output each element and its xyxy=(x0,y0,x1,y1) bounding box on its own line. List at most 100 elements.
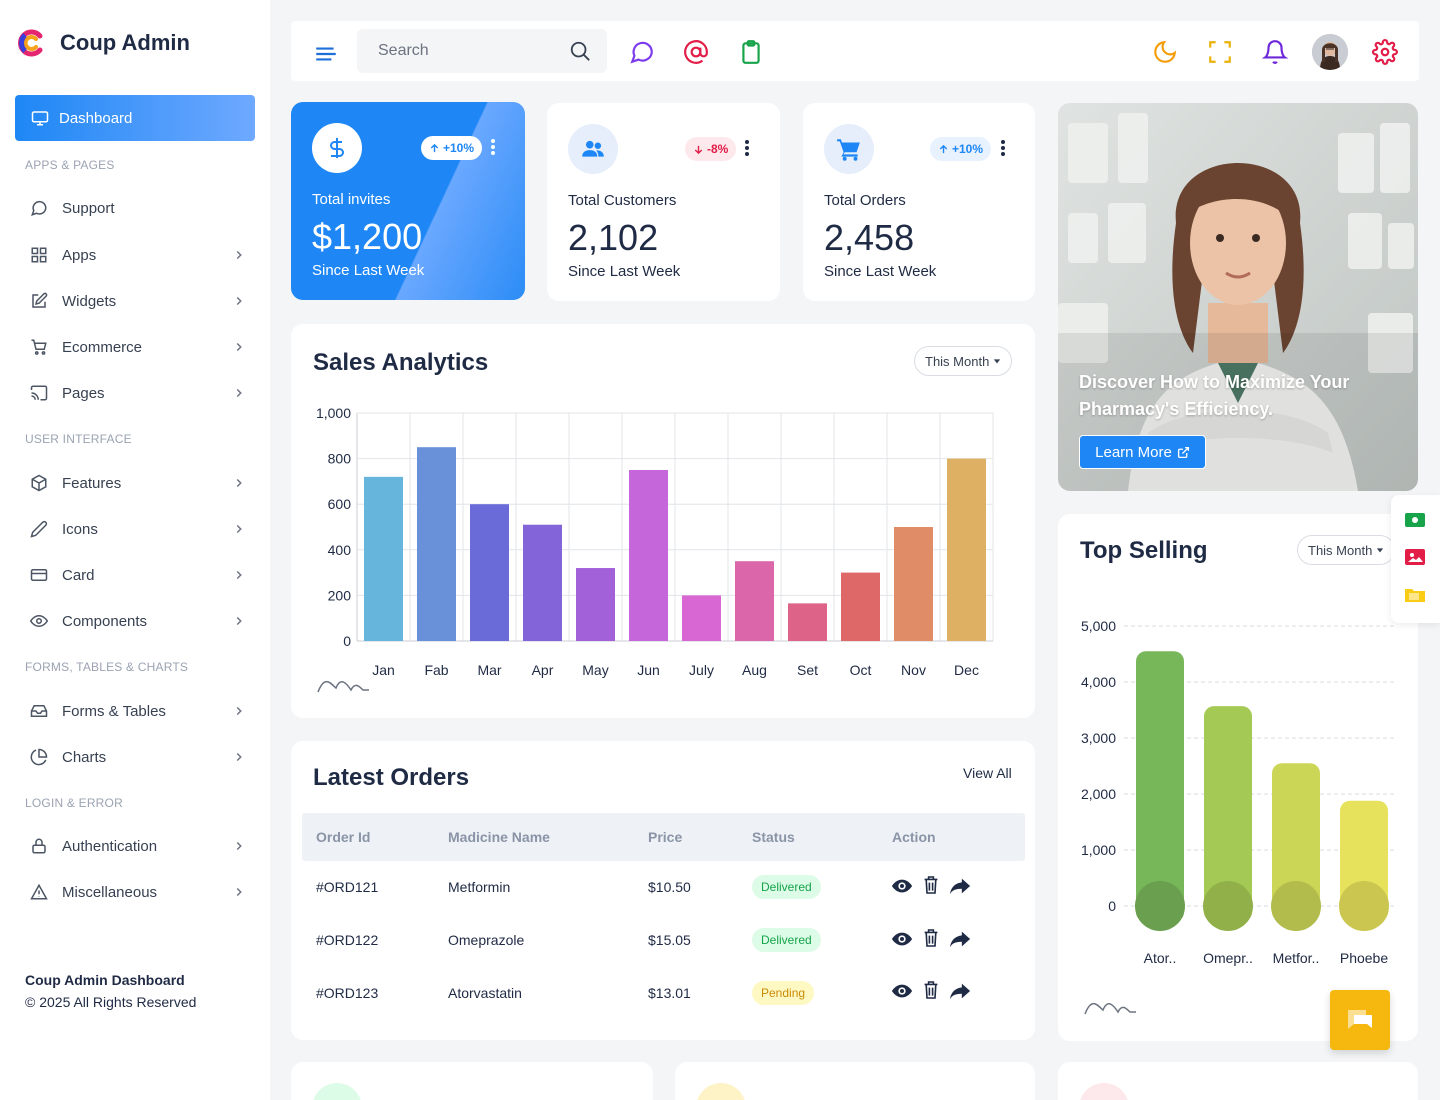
at-sign-icon[interactable] xyxy=(683,39,709,65)
chart-watermark-icon xyxy=(317,681,369,693)
bar-base-circle xyxy=(1203,881,1253,931)
bar-base-circle xyxy=(1135,881,1185,931)
sales-filter-dropdown[interactable]: This Month xyxy=(914,346,1013,376)
brand[interactable]: Coup Admin xyxy=(16,28,190,58)
sidebar-item-label: Authentication xyxy=(62,837,158,855)
sidebar-item-apps[interactable]: Apps xyxy=(30,240,250,270)
card-icon-circle xyxy=(312,1083,362,1100)
price: $13.01 xyxy=(648,985,691,1001)
share-icon[interactable] xyxy=(949,980,971,1002)
search-icon[interactable] xyxy=(569,40,591,62)
chevron-right-icon xyxy=(236,570,242,580)
bar-aug xyxy=(735,561,774,641)
eye-icon[interactable] xyxy=(891,875,913,897)
cast-icon xyxy=(30,385,48,401)
top-selling-bar-chart: 0 1,000 2,000 3,000 4,000 5,000 Ator.. Omepr.. M… xyxy=(1081,618,1396,1015)
chevron-right-icon xyxy=(236,250,242,260)
change-badge: -8% xyxy=(685,137,737,161)
moon-icon[interactable] xyxy=(1152,39,1178,65)
chevron-right-icon xyxy=(236,841,242,851)
status-badge: Delivered xyxy=(752,875,821,899)
bar-base-circle xyxy=(1271,881,1321,931)
card-title: Sales Analytics xyxy=(313,349,489,376)
status-badge: Delivered xyxy=(752,928,821,952)
folder-icon[interactable] xyxy=(1405,586,1425,602)
sidebar-item-label: Widgets xyxy=(62,292,117,310)
fullscreen-icon[interactable] xyxy=(1207,39,1233,65)
sidebar-item-label: Charts xyxy=(62,748,107,766)
sidebar-item-icons[interactable]: Icons xyxy=(30,514,250,544)
y-tick-label: 200 xyxy=(328,587,352,603)
chart-watermark-icon xyxy=(1084,1003,1136,1015)
trash-icon[interactable] xyxy=(923,980,939,1000)
y-tick-label: 1,000 xyxy=(316,405,351,421)
column-header: Action xyxy=(892,829,936,845)
learn-more-button[interactable]: Learn More xyxy=(1079,435,1206,469)
search-input[interactable]: Search xyxy=(357,29,607,73)
table-header: Order Id Madicine Name Price Status Acti… xyxy=(302,813,1025,861)
sidebar-item-ecommerce[interactable]: Ecommerce xyxy=(30,332,250,362)
money-icon[interactable] xyxy=(1405,513,1425,527)
view-all-link[interactable]: View All xyxy=(963,765,1012,781)
sidebar-item-miscellaneous[interactable]: Miscellaneous xyxy=(30,877,250,907)
y-tick-label: 0 xyxy=(343,633,351,649)
sidebar-item-charts[interactable]: Charts xyxy=(30,742,250,772)
share-icon[interactable] xyxy=(949,875,971,897)
chevron-right-icon xyxy=(236,887,242,897)
search-placeholder: Search xyxy=(378,42,429,59)
bell-icon[interactable] xyxy=(1262,39,1288,65)
stat-value: 2,458 xyxy=(824,217,915,258)
eye-icon[interactable] xyxy=(891,980,913,1002)
chevron-right-icon xyxy=(236,388,242,398)
live-chat-button[interactable] xyxy=(1330,990,1390,1050)
bar-fab xyxy=(417,447,456,641)
menu-toggle-icon[interactable] xyxy=(313,41,339,67)
image-icon[interactable] xyxy=(1405,549,1425,565)
stat-label: Total Orders xyxy=(824,192,906,209)
chevron-right-icon xyxy=(236,342,242,352)
card-icon-circle xyxy=(1079,1083,1129,1100)
change-badge: +10% xyxy=(930,137,992,161)
sidebar-item-features[interactable]: Features xyxy=(30,468,250,498)
sidebar-item-widgets[interactable]: Widgets xyxy=(30,286,250,316)
grid-icon xyxy=(31,247,47,263)
stat-sub: Since Last Week xyxy=(312,262,425,279)
avatar[interactable] xyxy=(1312,34,1348,70)
x-tick-label: Apr xyxy=(532,662,554,678)
x-tick-label: Mar xyxy=(477,662,501,678)
dropdown-label: This Month xyxy=(925,353,990,369)
footer-copyright: © 2025 All Rights Reserved xyxy=(25,994,197,1010)
bar-ator xyxy=(1136,651,1184,922)
y-tick-label: 800 xyxy=(328,451,352,467)
x-tick-label: Dec xyxy=(954,662,979,678)
bar-apr xyxy=(523,524,562,641)
dollar-icon xyxy=(312,123,362,173)
bar-oct xyxy=(841,572,880,641)
bar-set xyxy=(788,603,827,641)
edit-icon xyxy=(32,292,48,308)
row-actions xyxy=(891,875,971,897)
sidebar-item-forms-tables[interactable]: Forms & Tables xyxy=(30,696,250,726)
sidebar-item-components[interactable]: Components xyxy=(30,606,250,636)
sidebar-item-pages[interactable]: Pages xyxy=(30,378,250,408)
gear-icon[interactable] xyxy=(1372,39,1398,65)
users-icon xyxy=(568,124,618,174)
package-icon xyxy=(31,474,47,492)
more-vertical-icon[interactable] xyxy=(744,139,750,157)
trash-icon[interactable] xyxy=(923,928,939,948)
trash-icon[interactable] xyxy=(923,875,939,895)
clipboard-icon[interactable] xyxy=(738,39,764,65)
sidebar-item-authentication[interactable]: Authentication xyxy=(30,831,250,861)
change-value: -8% xyxy=(707,142,729,156)
sidebar-item-support[interactable]: Support xyxy=(30,193,250,223)
order-id: #ORD121 xyxy=(316,879,379,895)
more-vertical-icon[interactable] xyxy=(490,138,496,156)
arrow-up-icon xyxy=(939,144,948,153)
sidebar-item-card[interactable]: Card xyxy=(30,560,250,590)
share-icon[interactable] xyxy=(949,928,971,950)
top-selling-filter-dropdown[interactable]: This Month xyxy=(1297,535,1396,565)
chat-icon[interactable] xyxy=(629,39,655,65)
eye-icon[interactable] xyxy=(891,928,913,950)
more-vertical-icon[interactable] xyxy=(1000,139,1006,157)
sidebar-item-dashboard[interactable]: Dashboard xyxy=(15,95,255,141)
